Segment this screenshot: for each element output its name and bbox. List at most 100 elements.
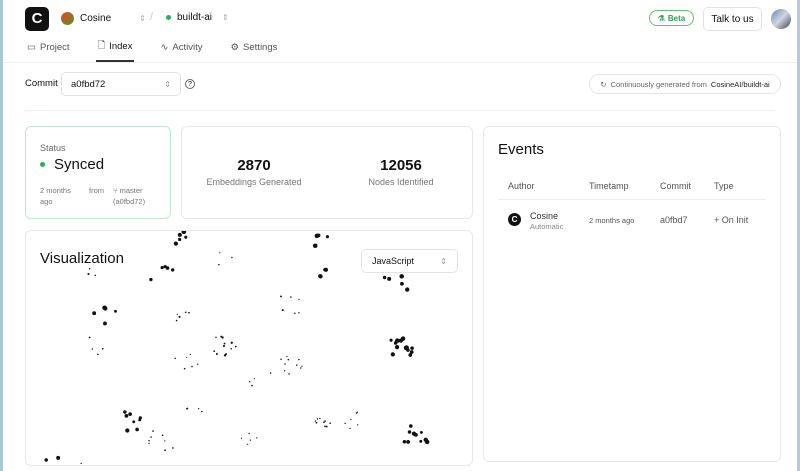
embedding-point[interactable] xyxy=(406,440,410,444)
embedding-point[interactable] xyxy=(314,420,317,422)
embedding-point[interactable] xyxy=(103,306,108,311)
embedding-point[interactable] xyxy=(160,266,164,270)
embedding-point[interactable] xyxy=(393,341,398,345)
embedding-point[interactable] xyxy=(189,353,191,356)
embedding-point[interactable] xyxy=(296,364,298,366)
embedding-point[interactable] xyxy=(249,381,251,383)
embedding-point[interactable] xyxy=(323,268,327,272)
embedding-point[interactable] xyxy=(287,358,290,361)
embedding-point[interactable] xyxy=(188,311,190,314)
embedding-point[interactable] xyxy=(324,420,326,422)
org-switcher[interactable]: Cosine ⇕ xyxy=(61,12,146,25)
embedding-point[interactable] xyxy=(124,413,129,418)
embedding-point[interactable] xyxy=(240,437,243,439)
tab-activity[interactable]: ∿ Activity xyxy=(158,38,204,62)
embedding-point[interactable] xyxy=(183,367,186,370)
embedding-point[interactable] xyxy=(201,410,203,413)
embedding-point[interactable] xyxy=(215,352,218,355)
embedding-point[interactable] xyxy=(402,439,407,444)
embedding-scatter[interactable] xyxy=(26,231,473,466)
embedding-point[interactable] xyxy=(178,237,182,242)
embedding-point[interactable] xyxy=(215,336,217,339)
embedding-point[interactable] xyxy=(298,312,300,314)
embedding-point[interactable] xyxy=(316,421,318,424)
embedding-point[interactable] xyxy=(323,421,325,424)
embedding-point[interactable] xyxy=(92,311,97,316)
embedding-point[interactable] xyxy=(135,427,139,432)
embedding-point[interactable] xyxy=(407,430,412,434)
embedding-point[interactable] xyxy=(138,416,142,420)
embedding-point[interactable] xyxy=(316,418,319,420)
embedding-point[interactable] xyxy=(382,275,387,280)
embedding-point[interactable] xyxy=(249,439,251,441)
embedding-point[interactable] xyxy=(319,417,321,420)
embedding-point[interactable] xyxy=(298,358,300,361)
commit-select[interactable]: a0fbd72 ⇕ xyxy=(61,72,181,96)
embedding-point[interactable] xyxy=(222,344,225,347)
help-icon[interactable]: ? xyxy=(185,79,195,89)
embedding-point[interactable] xyxy=(423,437,428,442)
embedding-point[interactable] xyxy=(408,353,413,357)
embedding-point[interactable] xyxy=(400,281,404,286)
embedding-point[interactable] xyxy=(298,298,300,300)
embedding-point[interactable] xyxy=(103,321,107,326)
generated-from-badge[interactable]: ↻ Continuously generated from CosineAI/bui… xyxy=(589,74,781,94)
embedding-point[interactable] xyxy=(325,425,328,428)
embedding-point[interactable] xyxy=(149,277,153,282)
beta-badge[interactable]: ⚗ Beta xyxy=(649,10,694,26)
embedding-point[interactable] xyxy=(324,425,326,428)
embedding-point[interactable] xyxy=(253,378,255,380)
embedding-point[interactable] xyxy=(389,338,393,342)
embedding-point[interactable] xyxy=(184,311,187,314)
embedding-point[interactable] xyxy=(410,346,414,350)
embedding-point[interactable] xyxy=(399,274,404,279)
embedding-point[interactable] xyxy=(256,437,258,439)
embedding-point[interactable] xyxy=(94,274,96,277)
embedding-point[interactable] xyxy=(329,422,331,424)
embedding-point[interactable] xyxy=(56,455,61,460)
embedding-point[interactable] xyxy=(175,319,178,322)
embedding-point[interactable] xyxy=(409,424,413,428)
embedding-point[interactable] xyxy=(177,232,182,237)
embedding-point[interactable] xyxy=(390,352,395,357)
embedding-point[interactable] xyxy=(44,458,48,462)
embedding-point[interactable] xyxy=(301,365,303,367)
embedding-point[interactable] xyxy=(350,418,352,421)
embedding-point[interactable] xyxy=(248,432,250,435)
embedding-point[interactable] xyxy=(148,442,150,445)
embedding-point[interactable] xyxy=(405,287,410,292)
embedding-point[interactable] xyxy=(97,353,99,356)
embedding-point[interactable] xyxy=(325,235,330,239)
cosine-logo[interactable]: C xyxy=(25,7,49,31)
embedding-point[interactable] xyxy=(165,266,170,270)
embedding-point[interactable] xyxy=(186,356,188,358)
embedding-point[interactable] xyxy=(290,296,292,298)
embedding-point[interactable] xyxy=(280,358,282,361)
embedding-point[interactable] xyxy=(114,309,117,313)
embedding-point[interactable] xyxy=(219,252,221,254)
embedding-point[interactable] xyxy=(411,431,417,436)
language-select[interactable]: JavaScript ⇕ xyxy=(361,249,458,273)
embedding-point[interactable] xyxy=(234,345,237,348)
embedding-point[interactable] xyxy=(406,348,410,352)
embedding-point[interactable] xyxy=(91,348,94,350)
embedding-point[interactable] xyxy=(88,267,91,270)
embedding-point[interactable] xyxy=(251,384,253,387)
embedding-point[interactable] xyxy=(161,434,164,437)
embedding-point[interactable] xyxy=(230,348,232,350)
embedding-point[interactable] xyxy=(173,241,178,246)
embedding-point[interactable] xyxy=(394,345,400,350)
embedding-point[interactable] xyxy=(247,443,249,445)
tab-index[interactable]: 🗋 Index xyxy=(95,38,135,62)
embedding-point[interactable] xyxy=(198,408,200,410)
embedding-point[interactable] xyxy=(318,274,323,279)
embedding-point[interactable] xyxy=(231,256,233,259)
embedding-point[interactable] xyxy=(316,233,321,238)
embedding-point[interactable] xyxy=(419,430,423,434)
embedding-point[interactable] xyxy=(349,427,351,429)
embedding-point[interactable] xyxy=(312,243,318,249)
embedding-point[interactable] xyxy=(186,407,189,410)
embedding-point[interactable] xyxy=(170,268,175,272)
embedding-point[interactable] xyxy=(419,439,423,443)
tab-project[interactable]: ▭ Project xyxy=(25,38,72,62)
